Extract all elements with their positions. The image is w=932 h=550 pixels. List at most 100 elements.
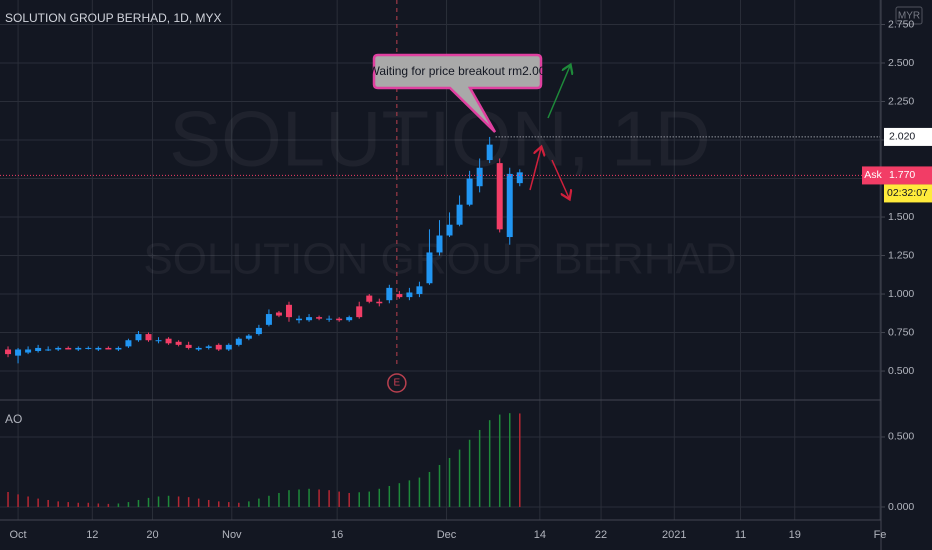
candle-body <box>265 314 272 325</box>
plot: E <box>0 0 880 507</box>
ao-bar <box>177 496 180 507</box>
x-tick-label: Dec <box>437 529 457 541</box>
ao-bar <box>498 414 501 507</box>
ao-bar <box>508 413 511 507</box>
ao-bar <box>438 464 441 507</box>
ao-bar <box>378 488 381 507</box>
ao-bar <box>207 499 210 507</box>
x-tick-label: 19 <box>789 529 801 541</box>
price-badge <box>884 166 932 185</box>
candle-body <box>25 349 32 353</box>
ao-bar <box>519 413 521 507</box>
symbol-title: SOLUTION GROUP BERHAD, 1D, MYX <box>5 11 222 25</box>
level-label: 2.020 <box>889 131 915 143</box>
candle-body <box>396 294 403 298</box>
candle-body <box>5 349 12 355</box>
candle-body <box>446 224 453 236</box>
candle-body <box>185 344 192 348</box>
watermark: SOLUTION, 1D <box>169 95 711 183</box>
candle-body <box>85 347 92 349</box>
candle-body <box>336 318 343 321</box>
candle-body <box>145 334 152 341</box>
candle-body <box>215 344 222 350</box>
candle-body <box>416 286 423 295</box>
candle-body <box>255 327 262 335</box>
level-badge <box>884 127 932 146</box>
x-tick-label: 22 <box>595 529 607 541</box>
ao-bar <box>448 457 451 507</box>
event-label: E <box>394 378 401 389</box>
ao-bar <box>268 495 270 507</box>
ao-bar <box>7 491 9 507</box>
candle-body <box>296 318 303 321</box>
x-tick-label: 16 <box>331 529 343 541</box>
timer-label: 02:32:07 <box>887 187 928 199</box>
ao-bar <box>27 496 29 507</box>
candle-body <box>496 163 503 230</box>
ao-bar <box>17 494 19 507</box>
callout <box>372 53 543 133</box>
candle-body <box>346 317 353 321</box>
candle-body <box>115 347 122 350</box>
ao-bar <box>298 489 300 507</box>
candle-body <box>366 295 373 302</box>
candle-body <box>225 344 232 350</box>
arrow-up <box>547 66 570 119</box>
ao-bar <box>238 502 240 507</box>
candle-body <box>155 340 162 342</box>
candle-body <box>195 347 202 350</box>
ao-bar <box>77 502 80 507</box>
ao-bar <box>338 491 340 507</box>
currency-button[interactable] <box>895 6 923 25</box>
y-tick-label: 0.500 <box>888 365 914 377</box>
x-tick-label: Oct <box>9 529 26 541</box>
price-label: 1.770 <box>889 169 915 181</box>
currency-label[interactable]: MYR <box>898 11 920 22</box>
callout-text: Waiting for price breakout rm2.00 <box>369 64 546 78</box>
candle-body <box>476 167 483 187</box>
candle-body <box>175 341 182 345</box>
candle-body <box>55 347 62 350</box>
ao-bar <box>47 499 49 507</box>
y-tick-label: 1.500 <box>888 211 914 223</box>
candle-body <box>165 338 172 344</box>
candle-body <box>386 287 393 301</box>
ao-bar <box>87 502 90 507</box>
ao-bar <box>97 503 100 507</box>
ao-bar <box>318 489 320 507</box>
ao-bar <box>187 497 190 507</box>
x-tick-label: 14 <box>534 529 546 541</box>
ao-bar <box>117 503 120 507</box>
candle-body <box>15 349 22 356</box>
x-tick-label: 11 <box>735 529 746 541</box>
y-tick-label: 0.750 <box>888 326 914 338</box>
ao-bar <box>408 480 411 507</box>
ao-bar <box>248 501 250 507</box>
ao-bar <box>157 496 160 507</box>
ao-bar <box>107 503 110 507</box>
candle-body <box>456 204 463 225</box>
candle-body <box>406 292 413 298</box>
arrow-up <box>529 148 541 191</box>
ao-bar <box>328 490 330 507</box>
y-tick-label: 1.250 <box>888 249 914 261</box>
indicator-title: AO <box>5 412 22 426</box>
candle-body <box>95 347 102 350</box>
ao-bar <box>348 492 350 507</box>
y-tick-label: 0.500 <box>888 431 914 443</box>
ao-bar <box>127 502 130 507</box>
ao-bar <box>418 477 421 507</box>
arrow-down <box>551 159 569 198</box>
x-tick-label: 20 <box>146 529 158 541</box>
ao-bar <box>57 501 59 507</box>
candle-body <box>125 340 132 347</box>
candle-body <box>316 317 323 319</box>
ao-bar <box>488 420 491 507</box>
ao-bar <box>388 485 391 507</box>
candle-body <box>235 338 242 345</box>
timer-badge <box>884 184 932 203</box>
candle-body <box>516 172 523 184</box>
candle-body <box>486 144 493 161</box>
